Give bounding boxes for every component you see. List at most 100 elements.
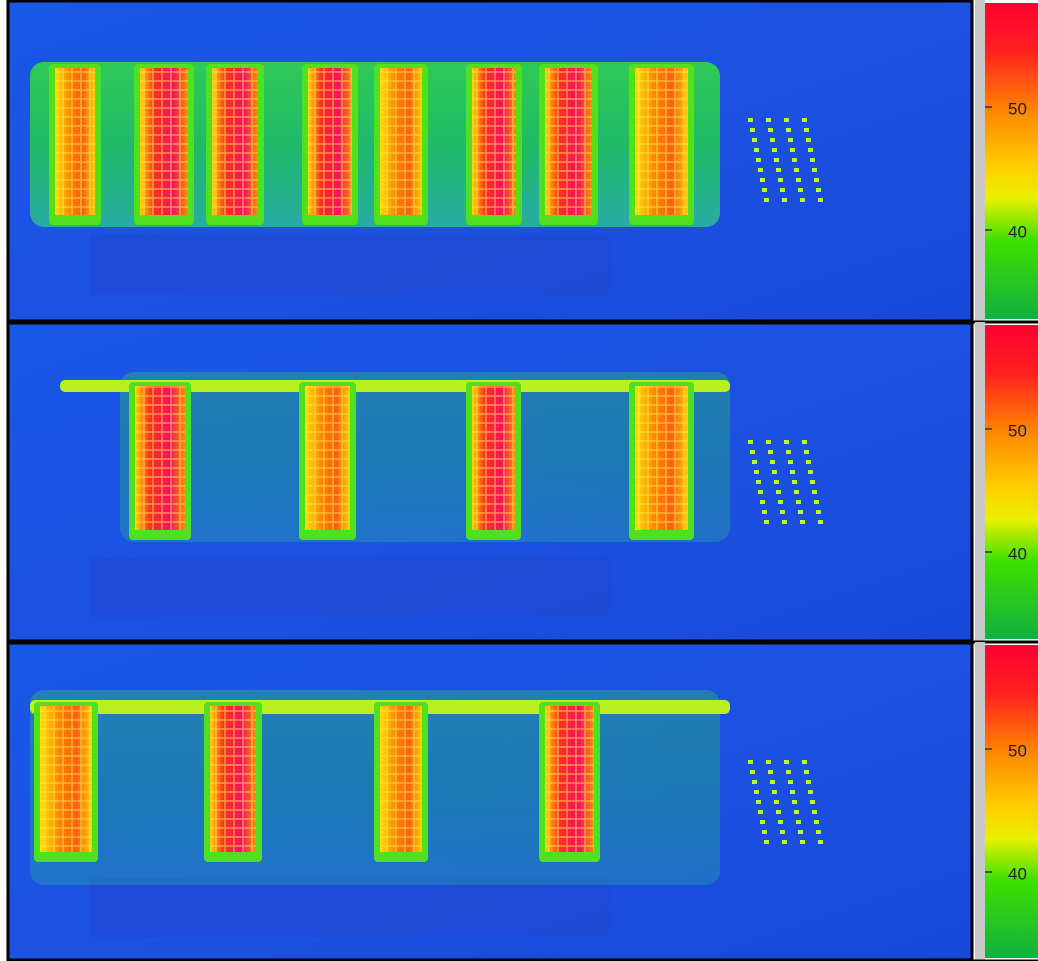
pin-dot — [794, 168, 799, 172]
cool-region — [90, 557, 610, 617]
pin-dot — [804, 450, 809, 454]
pin-dot — [798, 188, 803, 192]
pin-dot — [782, 198, 787, 202]
pin-dot — [806, 138, 811, 142]
pin-dot — [778, 178, 783, 182]
pin-dot — [816, 830, 821, 834]
colorbar-edge — [975, 642, 985, 961]
pin-dot — [798, 830, 803, 834]
pin-dot — [758, 168, 763, 172]
pin-dot — [802, 440, 807, 444]
pin-dot — [812, 810, 817, 814]
colorbar-tick-label: 40 — [1008, 222, 1027, 241]
pin-dot — [762, 510, 767, 514]
module-cells — [305, 386, 350, 530]
pin-dot — [802, 118, 807, 122]
pin-dot — [762, 830, 767, 834]
colorbar — [985, 645, 1038, 958]
module-cells — [140, 68, 188, 215]
pin-dot — [800, 198, 805, 202]
pin-dot — [748, 760, 753, 764]
colorbar — [985, 325, 1038, 639]
pin-dot — [774, 480, 779, 484]
colorbar-edge — [975, 0, 985, 322]
pin-dot — [792, 158, 797, 162]
pin-dot — [800, 840, 805, 844]
pin-dot — [810, 158, 815, 162]
pin-dot — [770, 460, 775, 464]
pin-dot — [804, 770, 809, 774]
pin-dot — [788, 138, 793, 142]
module-cells — [40, 706, 92, 852]
pin-dot — [756, 800, 761, 804]
pin-dot — [750, 128, 755, 132]
pin-dot — [766, 760, 771, 764]
colorbar-edge — [975, 322, 985, 642]
pin-dot — [786, 128, 791, 132]
module-cells — [472, 386, 515, 530]
module-cells — [212, 68, 258, 215]
pin-dot — [774, 800, 779, 804]
pin-dot — [752, 780, 757, 784]
pin-dot — [800, 520, 805, 524]
pin-dot — [810, 800, 815, 804]
colorbar-tick-label: 50 — [1008, 421, 1027, 440]
pin-dot — [772, 148, 777, 152]
pin-dot — [790, 470, 795, 474]
pin-dot — [786, 450, 791, 454]
pin-dot — [818, 198, 823, 202]
pin-dot — [808, 148, 813, 152]
pin-dot — [818, 840, 823, 844]
pin-dot — [768, 450, 773, 454]
pin-dot — [806, 780, 811, 784]
pin-dot — [772, 790, 777, 794]
pin-dot — [764, 520, 769, 524]
pin-dot — [796, 500, 801, 504]
pin-dot — [760, 178, 765, 182]
thermal-view: 504050405040 — [0, 0, 1038, 961]
pin-dot — [806, 460, 811, 464]
pin-dot — [796, 820, 801, 824]
pin-dot — [790, 790, 795, 794]
cool-region — [90, 235, 610, 295]
pin-dot — [752, 460, 757, 464]
pin-dot — [792, 480, 797, 484]
pin-dot — [808, 470, 813, 474]
pin-dot — [760, 820, 765, 824]
pin-dot — [754, 148, 759, 152]
module-cells — [545, 706, 594, 852]
pin-dot — [766, 118, 771, 122]
pin-dot — [748, 440, 753, 444]
pin-dot — [788, 460, 793, 464]
module-cells — [380, 706, 422, 852]
module-cells — [55, 68, 95, 215]
pin-dot — [812, 490, 817, 494]
pin-dot — [750, 770, 755, 774]
pin-dot — [776, 810, 781, 814]
pin-dot — [772, 470, 777, 474]
pin-dot — [812, 168, 817, 172]
pin-dot — [764, 198, 769, 202]
pin-dot — [802, 760, 807, 764]
pin-dot — [776, 490, 781, 494]
module-cells — [545, 68, 592, 215]
pin-dot — [770, 138, 775, 142]
module-cells — [308, 68, 352, 215]
pin-dot — [816, 188, 821, 192]
cool-region — [90, 877, 610, 937]
colorbar-tick-label: 50 — [1008, 741, 1027, 760]
pin-dot — [808, 790, 813, 794]
pin-dot — [766, 440, 771, 444]
colorbar — [985, 3, 1038, 319]
module-cells — [635, 68, 688, 215]
pin-dot — [756, 480, 761, 484]
pin-dot — [794, 810, 799, 814]
module-cells — [210, 706, 256, 852]
pin-dot — [804, 128, 809, 132]
module-cells — [135, 386, 185, 530]
thermal-panel: 50 40 — [8, 322, 1038, 642]
colorbar-tick-label: 40 — [1008, 544, 1027, 563]
pin-dot — [798, 510, 803, 514]
